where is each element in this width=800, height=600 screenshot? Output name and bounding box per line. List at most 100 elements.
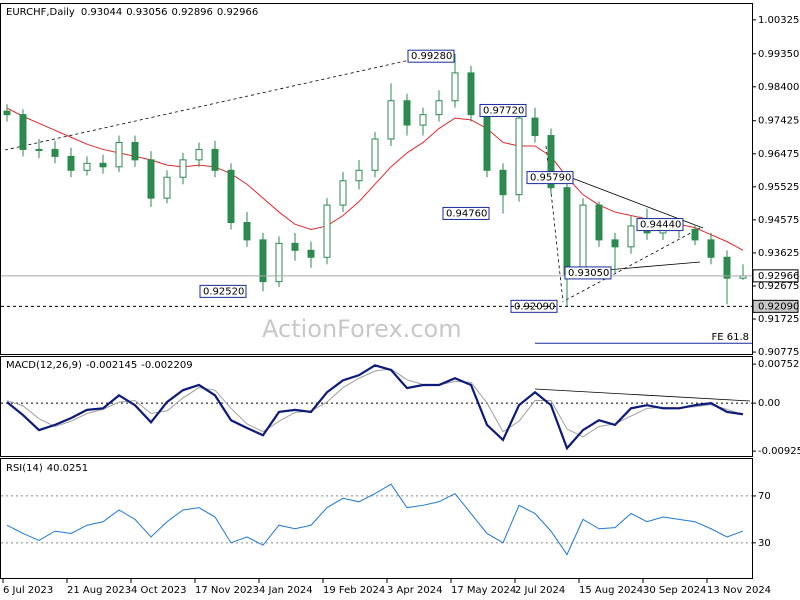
candle-body xyxy=(275,242,283,283)
candle-body xyxy=(419,114,427,126)
candle-body xyxy=(67,155,75,171)
y-tick-label: -0.009252 xyxy=(758,446,800,457)
price-header: EURCHF,Daily 0.93044 0.93056 0.92896 0.92966 xyxy=(6,7,258,18)
y-tick-label: 0.97425 xyxy=(758,116,799,127)
annotation-label: 0.92090 xyxy=(514,301,555,312)
rsi-line xyxy=(6,483,744,556)
candle-body xyxy=(435,100,443,116)
candle-body xyxy=(35,148,43,151)
candle-body xyxy=(355,169,363,182)
price-panel-frame xyxy=(0,3,753,355)
candle-body xyxy=(83,162,91,171)
annotation-label: 0.94440 xyxy=(640,220,681,231)
x-tick-label: 17 Nov 2023 xyxy=(195,585,259,596)
candle-body xyxy=(211,148,219,171)
header-value: -0.002145 xyxy=(86,360,137,371)
candle-body xyxy=(51,148,59,157)
x-tick-label: 2 Jul 2024 xyxy=(515,585,565,596)
y-tick-label: 0.00 xyxy=(758,398,780,409)
y-tick-label: 0.98400 xyxy=(758,82,799,93)
candle-body xyxy=(3,110,11,116)
candle-body xyxy=(563,187,571,276)
indicator-name: MACD(12,26,9) xyxy=(6,360,82,371)
annotation-box xyxy=(199,284,247,298)
candle-body xyxy=(579,204,587,276)
y-tick-label: 0.007526 xyxy=(758,359,800,370)
annotation-box xyxy=(442,206,490,220)
candle-body xyxy=(163,176,171,199)
candle-body xyxy=(451,72,459,102)
annotation-label: 0.93050 xyxy=(568,268,609,279)
candle-body xyxy=(291,242,299,251)
current-price-box xyxy=(752,269,799,283)
candle-body xyxy=(195,148,203,161)
support-box xyxy=(752,299,799,313)
rsi-panel-frame xyxy=(0,458,753,579)
candle-body xyxy=(259,239,267,283)
header-value: 0.93044 xyxy=(81,7,122,18)
candle-body xyxy=(547,135,555,189)
candle-body xyxy=(19,114,27,150)
current-price-label: 0.92966 xyxy=(758,271,799,282)
candle-body xyxy=(339,180,347,206)
candle-body xyxy=(131,141,139,161)
candle-body xyxy=(403,100,411,126)
header-value: 0.92966 xyxy=(217,7,258,18)
annotation-box xyxy=(636,218,684,232)
candle-body xyxy=(499,169,507,196)
y-tick-label: 0.92675 xyxy=(758,281,799,292)
rsi-header: RSI(14) 40.0251 xyxy=(6,463,88,474)
header-value: 0.93056 xyxy=(126,7,167,18)
candle-body xyxy=(483,114,491,171)
annotation-label: 0.99280 xyxy=(411,51,452,62)
indicator-name: RSI(14) xyxy=(6,463,43,474)
y-tick-label: 0.90775 xyxy=(758,347,799,358)
symbol: EURCHF,Daily xyxy=(6,7,75,18)
candle-body xyxy=(531,117,539,137)
annotation-box xyxy=(479,103,527,117)
candle-body xyxy=(99,162,107,168)
candle-body xyxy=(179,159,187,178)
candle-body xyxy=(467,72,475,116)
macd-header: MACD(12,26,9) -0.002145 -0.002209 xyxy=(6,360,193,371)
indicator-line xyxy=(6,364,744,451)
x-tick-label: 21 Aug 2023 xyxy=(67,585,131,596)
moving-average xyxy=(6,107,744,251)
candle-body xyxy=(387,100,395,140)
candle-body xyxy=(243,221,251,241)
candle-body xyxy=(323,204,331,258)
macd-trend-line xyxy=(534,388,751,402)
macd-panel-frame xyxy=(0,356,753,457)
candle-body xyxy=(115,141,123,168)
candle-body xyxy=(227,169,235,223)
y-tick-label: 1.00325 xyxy=(758,15,799,26)
x-tick-label: 13 Nov 2024 xyxy=(707,585,771,596)
candle-body xyxy=(307,249,315,258)
y-tick-label: 0.99350 xyxy=(758,49,799,60)
y-tick-label: 70 xyxy=(758,491,771,502)
x-tick-label: 4 Oct 2023 xyxy=(131,585,186,596)
support-label: 0.92090 xyxy=(758,301,799,312)
y-tick-label: 0.91725 xyxy=(758,314,799,325)
header-value: 0.92896 xyxy=(172,7,213,18)
y-tick-label: 0.95525 xyxy=(758,182,799,193)
candle-body xyxy=(595,204,603,241)
candle-body xyxy=(371,138,379,171)
candle-body xyxy=(515,117,523,196)
candle-body xyxy=(611,239,619,248)
annotation-label: 0.95790 xyxy=(530,173,571,184)
y-tick-label: 0.93625 xyxy=(758,248,799,259)
candle-body xyxy=(691,228,699,241)
candle-body xyxy=(707,239,715,258)
trend-line xyxy=(565,227,701,301)
candle-body xyxy=(723,256,731,279)
y-tick-label: 30 xyxy=(758,538,771,549)
x-tick-label: 19 Feb 2024 xyxy=(323,585,385,596)
y-tick-label: 0.94575 xyxy=(758,215,799,226)
annotation-label: 0.92520 xyxy=(203,286,244,297)
annotation-label: 0.97720 xyxy=(483,105,524,116)
y-tick-label: 0.96475 xyxy=(758,149,799,160)
candle-body xyxy=(147,159,155,199)
